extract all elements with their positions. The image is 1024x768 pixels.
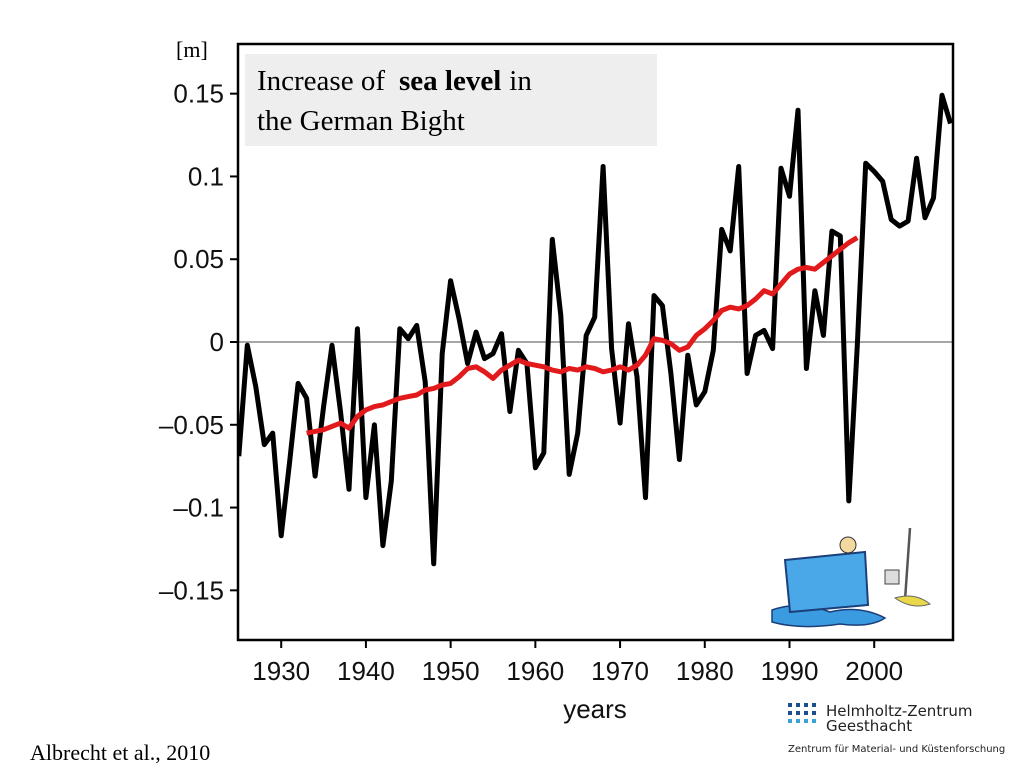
y-tick-label: 0 [210,327,224,357]
y-tick-label: 0.05 [173,244,224,274]
title-part: in [509,65,532,97]
x-tick-label: 1970 [591,656,649,686]
cartoon [771,527,932,628]
y-tick-label: 0.1 [188,161,224,191]
logo-name: Helmholtz-Zentrum [826,702,972,720]
source: Albrecht et al., 2010 [30,740,210,765]
x-tick-label: 1930 [252,656,310,686]
logo: Helmholtz-Zentrum Geesthacht Zentrum für… [788,702,1005,755]
logo-tagline: Zentrum für Material- und Küstenforschun… [788,744,1005,755]
logo-place: Geesthacht [826,717,912,735]
y-tick-label: 0.15 [173,79,224,109]
chart-title: the German Bight [257,105,465,137]
y-tick-label: –0.05 [159,410,224,440]
y-tick-label: –0.15 [159,575,224,605]
x-tick-label: 1940 [337,656,395,686]
title-bold: sea level [399,65,501,97]
x-tick-label: 1980 [676,656,734,686]
y-axis-label: [m] [176,37,208,62]
plot-frame [236,42,955,642]
series-line [238,92,953,567]
y-tick-label: –0.1 [173,493,224,523]
x-tick-label: 1950 [422,656,480,686]
x-tick-label: 2000 [845,656,903,686]
logo-dots [788,703,816,723]
chart-title: Increase of sea level in [257,65,532,97]
x-tick-label: 1960 [506,656,564,686]
x-axis-label: years [563,694,627,724]
title-box [245,54,657,146]
x-tick-label: 1990 [761,656,819,686]
title-part: Increase of [257,65,385,97]
series-line [306,235,859,436]
